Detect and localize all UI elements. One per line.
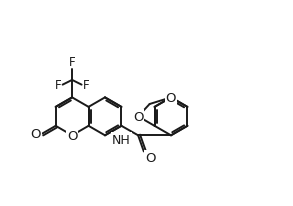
Text: NH: NH: [112, 133, 131, 146]
Text: O: O: [166, 91, 176, 104]
Text: F: F: [83, 79, 90, 92]
Text: F: F: [54, 79, 61, 92]
Text: O: O: [30, 128, 41, 140]
Text: O: O: [67, 129, 77, 142]
Text: O: O: [133, 110, 143, 123]
Text: F: F: [69, 56, 75, 69]
Text: O: O: [145, 152, 156, 165]
